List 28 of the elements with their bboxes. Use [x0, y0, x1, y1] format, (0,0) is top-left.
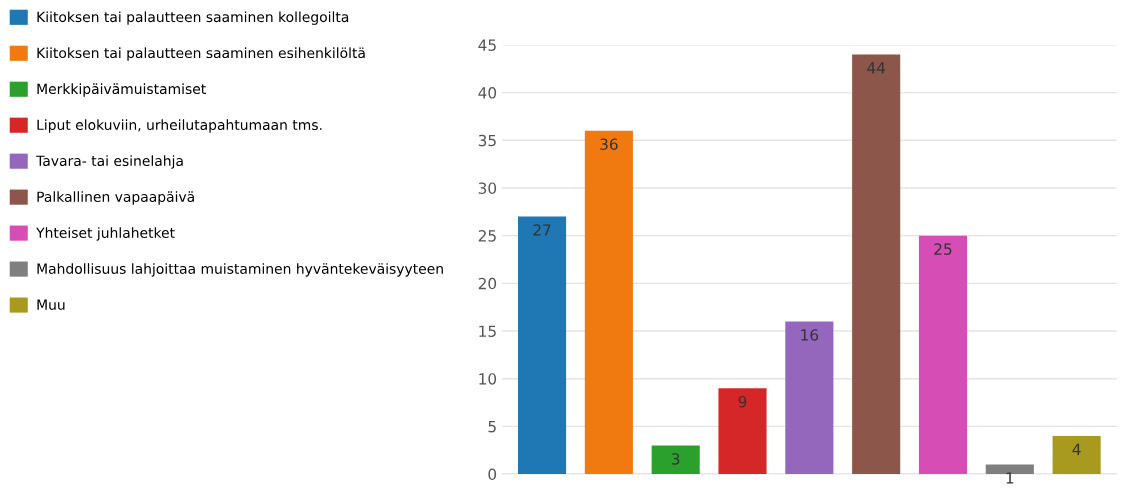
- y-tick-label: 25: [478, 230, 496, 242]
- y-tick-label: 5: [488, 421, 496, 433]
- data-label: 9: [738, 395, 747, 408]
- data-label: 27: [533, 224, 551, 236]
- legend-label: Muu: [37, 299, 65, 310]
- y-tick-label: 45: [478, 39, 496, 51]
- y-tick-label: 35: [478, 134, 496, 147]
- data-label: 16: [801, 329, 819, 341]
- data-label: 3: [672, 453, 680, 465]
- data-label: 4: [1072, 443, 1081, 455]
- legend-label: Yhteiset juhlahetket: [36, 227, 175, 241]
- y-tick-label: 20: [478, 277, 497, 290]
- legend-label: Tavara- tai esinelahja: [36, 155, 183, 169]
- data-label: 36: [600, 138, 618, 150]
- y-tick-label: 15: [479, 325, 496, 338]
- legend-label: Palkallinen vapaapäivä: [37, 191, 194, 205]
- data-label: 1: [1006, 472, 1014, 484]
- legend-label: Merkkipäivämuistamiset: [37, 83, 206, 97]
- data-label: 44: [867, 62, 886, 74]
- legend-label: Mahdollisuus lahjoittaa muistaminen hyväntekeväisyyteen: [37, 263, 443, 277]
- y-tick-label: 0: [488, 468, 497, 481]
- y-tick-label: 10: [479, 373, 497, 385]
- legend-label: Kiitoksen tai palautteen saaminen esihenkilöltä: [37, 47, 365, 61]
- legend-label: Kiitoksen tai palautteen saaminen kollegoilta: [37, 11, 349, 25]
- y-tick-label: 40: [478, 87, 497, 99]
- data-label: 25: [934, 243, 952, 255]
- y-tick-label: 30: [478, 182, 497, 194]
- legend-label: Liput elokuviin, urheilutapahtumaan tms.: [37, 119, 322, 133]
